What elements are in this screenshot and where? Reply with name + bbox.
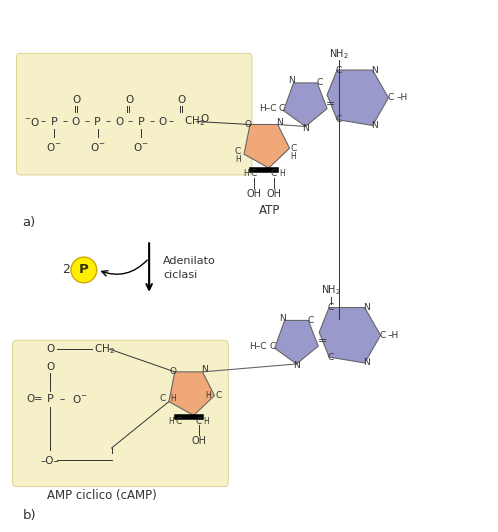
Text: C: C xyxy=(278,104,285,113)
Text: N: N xyxy=(288,77,295,86)
Text: =: = xyxy=(34,394,43,404)
Text: O: O xyxy=(245,120,251,129)
Text: O: O xyxy=(116,117,124,127)
Text: O: O xyxy=(26,394,34,404)
Polygon shape xyxy=(327,70,388,126)
Text: P: P xyxy=(138,117,144,127)
Text: OH: OH xyxy=(266,189,281,199)
Text: C: C xyxy=(176,417,182,426)
Text: O: O xyxy=(72,117,80,127)
Text: –: – xyxy=(127,117,133,127)
Text: C: C xyxy=(307,316,313,325)
Text: H: H xyxy=(168,417,174,426)
Text: H–C: H–C xyxy=(259,104,276,113)
Text: N: N xyxy=(276,118,283,127)
Text: N: N xyxy=(293,361,300,370)
Text: P: P xyxy=(94,117,101,127)
Text: C: C xyxy=(328,353,334,362)
Polygon shape xyxy=(275,320,318,364)
Text: 2: 2 xyxy=(62,263,70,277)
Text: –: – xyxy=(59,394,65,404)
Text: $^{-}$O: $^{-}$O xyxy=(24,115,40,128)
Text: O$^{-}$: O$^{-}$ xyxy=(133,142,149,153)
Text: O: O xyxy=(46,344,54,354)
Polygon shape xyxy=(319,307,380,363)
Text: C: C xyxy=(160,394,166,403)
Text: N: N xyxy=(279,314,286,323)
Text: –O–: –O– xyxy=(41,456,60,466)
Text: –: – xyxy=(106,117,111,127)
Text: N: N xyxy=(371,65,378,74)
Text: C: C xyxy=(269,342,276,351)
Text: –: – xyxy=(62,117,68,127)
Text: H: H xyxy=(291,152,296,161)
Text: NH$_2$: NH$_2$ xyxy=(321,283,341,297)
Text: N: N xyxy=(364,359,370,368)
Text: O: O xyxy=(201,113,209,123)
Text: O: O xyxy=(73,95,81,105)
Text: H: H xyxy=(279,170,284,178)
Text: O: O xyxy=(46,362,54,372)
Text: CH$_2$: CH$_2$ xyxy=(184,114,205,128)
FancyBboxPatch shape xyxy=(16,53,252,175)
Circle shape xyxy=(71,257,97,283)
Text: C: C xyxy=(270,170,277,178)
Text: OH: OH xyxy=(247,189,261,199)
Text: NH$_2$: NH$_2$ xyxy=(329,47,349,61)
Text: P: P xyxy=(51,117,58,127)
Text: O$^{-}$: O$^{-}$ xyxy=(90,142,106,153)
Text: C: C xyxy=(235,147,241,156)
Text: O$^{-}$: O$^{-}$ xyxy=(72,393,88,405)
Text: OH: OH xyxy=(191,436,206,446)
Text: C: C xyxy=(328,303,334,312)
Text: N: N xyxy=(364,303,370,312)
Text: H–C: H–C xyxy=(249,342,266,351)
Text: –: – xyxy=(41,117,46,127)
Text: N: N xyxy=(201,365,208,375)
Text: =: = xyxy=(325,99,335,109)
Text: O: O xyxy=(178,95,186,105)
Text: O$^{-}$: O$^{-}$ xyxy=(46,142,62,153)
Text: C: C xyxy=(336,115,342,124)
Text: H: H xyxy=(243,170,249,178)
Polygon shape xyxy=(283,83,327,127)
Text: b): b) xyxy=(22,509,36,522)
Text: P: P xyxy=(47,394,54,404)
Text: H: H xyxy=(235,155,241,164)
Text: –H: –H xyxy=(396,93,408,102)
Text: CH$_2$: CH$_2$ xyxy=(94,342,115,356)
Text: ATP: ATP xyxy=(259,204,280,217)
Text: H: H xyxy=(170,394,176,403)
Text: O: O xyxy=(159,117,167,127)
Text: a): a) xyxy=(22,216,36,229)
Text: C: C xyxy=(215,391,222,400)
Text: C: C xyxy=(336,65,342,74)
Text: AMP ciclico (cAMP): AMP ciclico (cAMP) xyxy=(47,489,156,502)
Text: –: – xyxy=(84,117,90,127)
Text: O: O xyxy=(169,368,176,376)
Text: H: H xyxy=(206,391,211,400)
Text: =: = xyxy=(318,336,327,346)
Text: –H: –H xyxy=(388,331,399,340)
Text: C: C xyxy=(379,331,385,340)
Text: P: P xyxy=(79,263,89,277)
Text: Adenilato
ciclasi: Adenilato ciclasi xyxy=(163,256,216,280)
Text: N: N xyxy=(371,121,378,130)
Text: C: C xyxy=(290,144,297,153)
Text: O: O xyxy=(125,95,133,105)
Text: H: H xyxy=(204,417,209,426)
Polygon shape xyxy=(169,372,215,415)
Text: C: C xyxy=(195,417,202,426)
Text: N: N xyxy=(302,124,309,133)
Text: C: C xyxy=(387,93,393,102)
Text: –: – xyxy=(149,117,155,127)
Text: C: C xyxy=(316,78,322,87)
FancyBboxPatch shape xyxy=(12,340,228,487)
Text: –: – xyxy=(168,117,173,127)
Text: C: C xyxy=(251,170,257,178)
Polygon shape xyxy=(244,124,289,168)
